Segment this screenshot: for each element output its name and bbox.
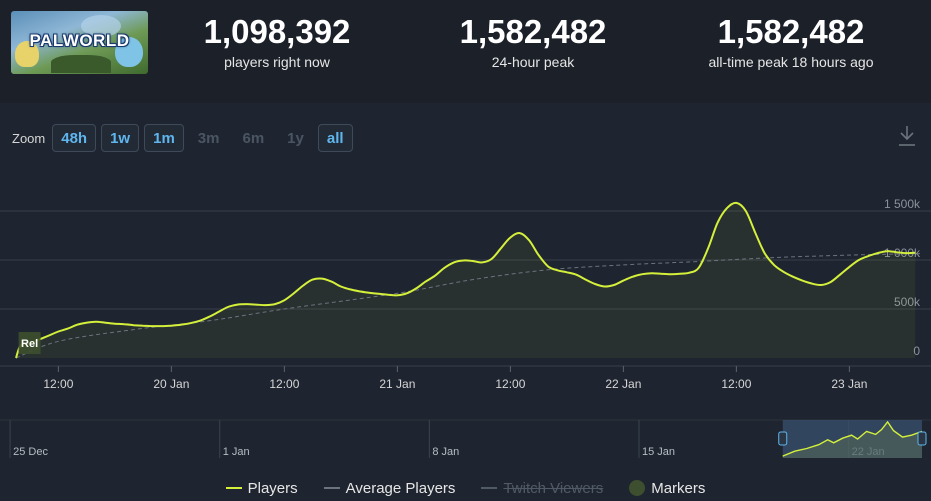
header: PALWORLD 1,098,392 players right now 1,5… [0, 0, 931, 92]
x-tick-label: 22 Jan [605, 377, 641, 391]
stat-24h-peak: 1,582,482 24-hour peak [413, 12, 653, 72]
legend-label: Average Players [345, 479, 456, 497]
legend-item-markers[interactable]: Markers [629, 480, 705, 497]
zoom-bar: Zoom 48h 1w 1m 3m 6m 1y all [12, 124, 358, 152]
navigator-date-label: 1 Jan [223, 446, 250, 458]
stat-value: 1,098,392 [203, 13, 351, 50]
stat-label: players right now [224, 54, 330, 70]
legend-label: Players [247, 479, 298, 497]
legend-swatch [323, 487, 340, 489]
navigator-date-label: 8 Jan [432, 446, 459, 458]
stat-value: 1,582,482 [459, 13, 607, 50]
x-tick-label: 12:00 [721, 377, 751, 391]
x-tick-label: 23 Jan [831, 377, 867, 391]
legend-swatch [629, 480, 646, 496]
x-tick-label: 12:00 [495, 377, 525, 391]
zoom-3m-button[interactable]: 3m [197, 129, 220, 147]
navigator-line [782, 420, 923, 457]
legend-item-twitch-viewers[interactable]: Twitch Viewers [481, 480, 603, 497]
zoom-1w-button[interactable]: 1w [101, 124, 140, 152]
logo-text: PALWORLD [29, 31, 130, 50]
legend-item-players[interactable]: Players [225, 479, 298, 497]
marker-label: Rel [21, 338, 38, 350]
stat-all-time-peak: 1,582,482 all-time peak 18 hours ago [671, 12, 911, 72]
navigator-date-label: 25 Dec [13, 446, 48, 458]
legend-label: Twitch Viewers [503, 479, 604, 497]
legend-swatch [225, 487, 242, 489]
navigator-selection [782, 420, 922, 458]
chart-legend: Players Average Players Twitch Viewers M… [0, 478, 931, 498]
stat-label: all-time peak 18 hours ago [708, 54, 874, 70]
stat-label: 24-hour peak [491, 54, 575, 70]
y-tick-label: 1 500k [884, 197, 921, 211]
zoom-label: Zoom [12, 130, 46, 146]
zoom-6m-button[interactable]: 6m [242, 129, 265, 147]
zoom-1m-button[interactable]: 1m [144, 124, 184, 152]
legend-swatch [481, 487, 498, 489]
chart-panel [0, 103, 931, 501]
navigator-date-label: 15 Jan [642, 446, 675, 458]
zoom-all-button[interactable]: all [317, 124, 353, 152]
y-tick-label: 0 [913, 344, 920, 358]
y-tick-label: 500k [894, 295, 921, 309]
download-icon[interactable] [897, 125, 917, 147]
players-line [15, 201, 916, 359]
legend-label: Markers [651, 479, 706, 497]
game-logo[interactable]: PALWORLD [11, 11, 148, 74]
legend-item-average-players[interactable]: Average Players [323, 479, 456, 497]
x-tick-label: 20 Jan [153, 377, 189, 391]
navigator-handle-left[interactable] [778, 431, 788, 446]
average-players-line [15, 253, 921, 359]
navigator-area [782, 421, 922, 458]
zoom-1y-button[interactable]: 1y [287, 129, 304, 147]
marker-flag [18, 332, 41, 354]
stat-value: 1,582,482 [717, 13, 865, 50]
navigator-handle-right[interactable] [917, 431, 927, 446]
stat-current-players: 1,098,392 players right now [157, 12, 397, 72]
x-tick-label: 12:00 [269, 377, 299, 391]
x-tick-label: 12:00 [43, 377, 73, 391]
x-tick-label: 21 Jan [379, 377, 415, 391]
zoom-48h-button[interactable]: 48h [52, 124, 97, 152]
